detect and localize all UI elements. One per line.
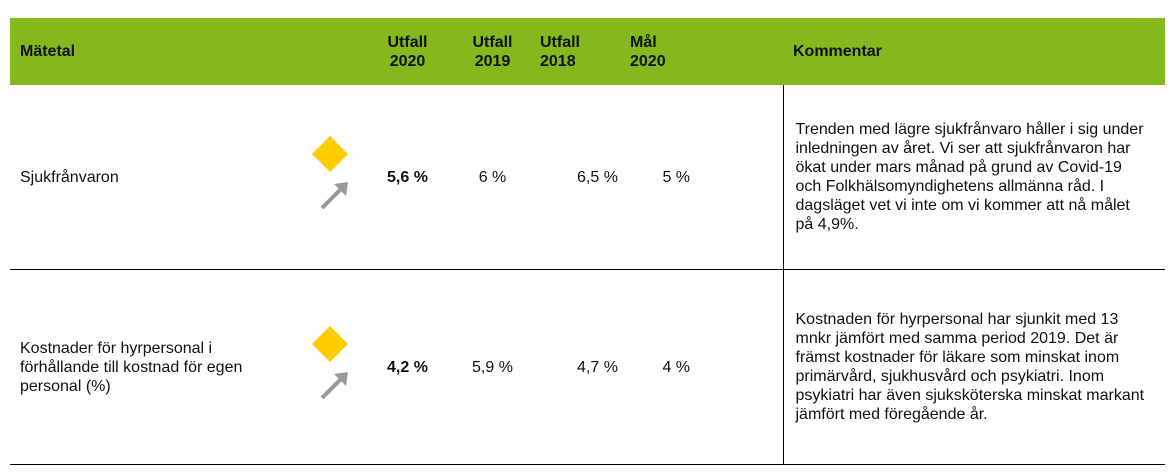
header-cell: Utfall 2020 — [365, 18, 450, 85]
value-cell: 6,5 % — [535, 85, 630, 270]
metrics-table: Mätetal Utfall 2020 Utfall 2019 Utfall 2… — [10, 18, 1165, 465]
value-cell: 6 % — [450, 85, 535, 270]
icon-cell — [300, 85, 365, 270]
value-cell: 5 % — [630, 85, 783, 270]
header-cell — [300, 18, 365, 85]
trend-icon — [311, 325, 348, 399]
comment-cell: Trenden med lägre sjukfrånvaro håller i … — [782, 85, 1165, 270]
header-cell: Mätetal — [10, 18, 300, 85]
header-text: Utfall 2020 — [387, 33, 428, 70]
status-diamond — [311, 135, 348, 172]
header-cell: Kommentar — [783, 18, 1165, 85]
comment-cell: Kostnaden för hyrpersonal har sjunkit me… — [782, 269, 1165, 465]
header-cell: Utfall 2018 — [535, 18, 630, 85]
metric-name: Sjukfrånvaron — [10, 85, 300, 270]
table-row: Kostnader för hyrpersonal i förhållande … — [10, 269, 1165, 465]
header-text: Utfall 2018 — [540, 33, 580, 70]
value-cell: 4,2 % — [365, 269, 450, 465]
header-text: Utfall 2019 — [472, 33, 513, 70]
status-diamond — [311, 325, 348, 362]
value-cell: 5,9 % — [450, 269, 535, 465]
header-cell: Mål 2020 — [630, 18, 783, 85]
header-row: Mätetal Utfall 2020 Utfall 2019 Utfall 2… — [10, 18, 1165, 85]
trend-arrowhead — [333, 181, 348, 196]
metric-name: Kostnader för hyrpersonal i förhållande … — [10, 269, 300, 465]
header-cell: Utfall 2019 — [450, 18, 535, 85]
value-cell: 4 % — [630, 269, 783, 465]
icon-cell — [300, 269, 365, 465]
value-cell: 4,7 % — [535, 269, 630, 465]
header-text: Mål 2020 — [630, 33, 666, 70]
table-body: Sjukfrånvaron 5,6 % 6 % 6,5 % 5 % Trenden med… — [10, 85, 1165, 465]
trend-arrowhead — [333, 371, 348, 386]
trend-icon — [311, 135, 348, 209]
table-row: Sjukfrånvaron 5,6 % 6 % 6,5 % 5 % Trenden med… — [10, 85, 1165, 270]
value-cell: 5,6 % — [365, 85, 450, 270]
